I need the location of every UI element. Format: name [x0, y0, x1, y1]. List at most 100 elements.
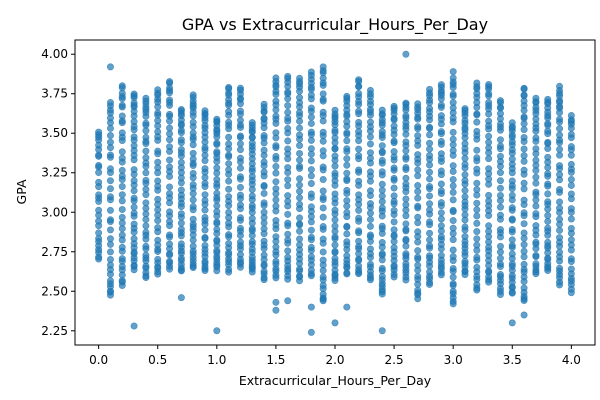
data-point-29-6: [437, 251, 445, 259]
data-point-24-22: [378, 186, 386, 194]
data-point-23-18: [366, 187, 374, 195]
data-point-25-15: [390, 207, 398, 215]
data-point-0-19: [95, 162, 103, 170]
data-point-39-23: [556, 162, 564, 170]
data-point-14-37: [260, 100, 268, 108]
data-point-2-23: [118, 154, 126, 162]
data-point-5-16: [154, 195, 162, 203]
data-point-11-17: [225, 193, 233, 201]
data-point-6-11: [166, 218, 174, 226]
data-point-32-11: [473, 235, 481, 243]
data-point-12-23: [236, 146, 244, 154]
data-point-19-10: [319, 248, 327, 256]
data-point-30-6: [449, 273, 457, 281]
data-point-14-7: [260, 251, 268, 259]
data-point-11-18: [225, 185, 233, 193]
data-point-28-4: [426, 268, 434, 276]
data-point-3-14: [130, 209, 138, 217]
data-point-25-21: [390, 174, 398, 182]
data-point-26-21: [402, 180, 410, 188]
data-point-29-13: [437, 215, 445, 223]
data-point-4-25: [142, 154, 150, 162]
data-point-1-11: [106, 235, 114, 243]
data-point-23-29: [366, 118, 374, 126]
data-point-30-28: [449, 128, 457, 136]
data-point-18-29: [307, 104, 315, 112]
data-point-1-26: [106, 132, 114, 140]
data-point-35-18: [508, 215, 516, 223]
data-point-6-13: [166, 208, 174, 216]
data-point-16-30: [284, 102, 292, 110]
data-point-29-16: [437, 199, 445, 207]
data-point-35-16: [508, 225, 516, 233]
data-point-35-25: [508, 177, 516, 185]
data-point-29-19: [437, 180, 445, 188]
data-point-30-35: [449, 90, 457, 98]
data-point-40-14: [567, 215, 575, 223]
data-point-39-14: [556, 215, 564, 223]
x-tick-label: 3.0: [444, 353, 463, 367]
data-point-3-9: [130, 235, 138, 243]
data-point-18-9: [307, 233, 315, 241]
data-point-0-11: [95, 206, 103, 214]
data-point-8-16: [189, 196, 197, 204]
y-tick-label: 3.00: [41, 205, 68, 219]
data-point-1-17: [106, 193, 114, 201]
data-point-17-20: [296, 175, 304, 183]
data-point-37-23: [532, 156, 540, 164]
data-point-12-7: [236, 238, 244, 246]
data-point-25-13: [390, 218, 398, 226]
data-point-outlier-11: [331, 319, 339, 327]
data-point-6-17: [166, 183, 174, 191]
data-point-4-19: [142, 185, 150, 193]
data-point-outlier-15: [449, 68, 457, 76]
data-point-16-10: [284, 230, 292, 238]
data-point-1-9: [106, 248, 114, 256]
data-point-6-20: [166, 163, 174, 171]
data-point-36-37: [520, 91, 528, 99]
x-axis-label: Extracurricular_Hours_Per_Day: [239, 373, 432, 388]
data-point-7-12: [177, 225, 185, 233]
data-point-31-29: [461, 140, 469, 148]
x-tick-label: 2.0: [325, 353, 344, 367]
data-point-26-11: [402, 235, 410, 243]
data-point-2-27: [118, 129, 126, 137]
data-point-17-23: [296, 156, 304, 164]
data-point-0-27: [95, 128, 103, 136]
data-point-22-29: [355, 118, 363, 126]
data-point-22-14: [355, 206, 363, 214]
data-point-4-22: [142, 169, 150, 177]
data-point-outlier-17: [508, 319, 516, 327]
data-point-13-18: [248, 202, 256, 210]
data-point-21-37: [343, 92, 351, 100]
data-point-39-28: [556, 131, 564, 139]
data-point-37-19: [532, 179, 540, 187]
data-point-32-16: [473, 199, 481, 207]
data-point-4-21: [142, 176, 150, 184]
data-point-36-23: [520, 166, 528, 174]
data-point-25-26: [390, 148, 398, 156]
data-point-38-9: [544, 238, 552, 246]
data-point-20-25: [331, 162, 339, 170]
x-tick-label: 3.5: [503, 353, 522, 367]
data-point-4-39: [142, 94, 150, 102]
data-point-18-16: [307, 190, 315, 198]
data-point-21-9: [343, 238, 351, 246]
data-point-12-24: [236, 140, 244, 148]
data-point-39-8: [556, 248, 564, 256]
data-point-11-14: [225, 208, 233, 216]
data-point-12-37: [236, 84, 244, 92]
data-point-8-31: [189, 118, 197, 126]
data-point-17-9: [296, 241, 304, 249]
data-point-18-18: [307, 172, 315, 180]
data-point-2-24: [118, 148, 126, 156]
data-point-34-6: [496, 270, 504, 278]
data-point-39-16: [556, 204, 564, 212]
y-tick-label: 3.50: [41, 126, 68, 140]
data-point-37-14: [532, 210, 540, 218]
data-point-11-19: [225, 177, 233, 185]
data-point-outlier-9: [307, 303, 315, 311]
data-point-10-25: [213, 164, 221, 172]
data-point-23-16: [366, 200, 374, 208]
data-point-12-22: [236, 154, 244, 162]
